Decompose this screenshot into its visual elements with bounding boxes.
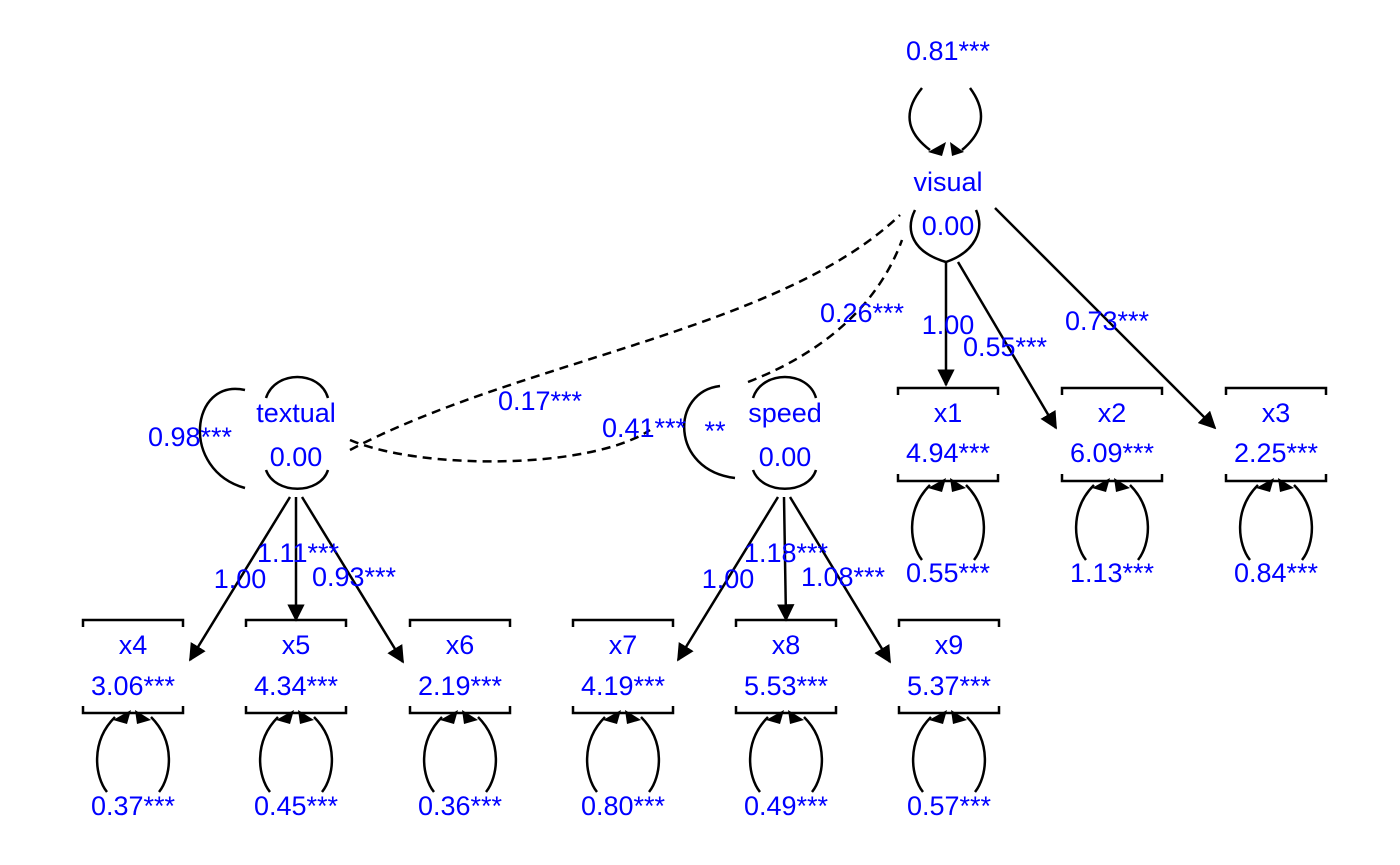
loading-textual-x4-label: 1.00 <box>214 564 267 594</box>
textual-variance-loop <box>198 387 246 490</box>
visual-variance-loop-left <box>908 87 931 151</box>
x1-residual-loop-right <box>965 484 986 561</box>
x9-intercept-label: 5.37*** <box>907 671 992 701</box>
speed-mean-label: 0.00 <box>759 442 812 472</box>
x2-name-label: x2 <box>1098 398 1127 428</box>
cov-textual-speed-line <box>349 428 651 463</box>
speed-circle-bottom-arc <box>751 469 818 490</box>
textual-circle-bottom-arc <box>264 469 330 490</box>
indicator-x5-box <box>244 618 348 715</box>
loading-visual-x3 <box>994 207 1217 430</box>
x3-intercept-label: 2.25*** <box>1234 438 1319 468</box>
residual-loops <box>95 478 1314 793</box>
x4-name-label: x4 <box>119 630 148 660</box>
x3-residual-label: 0.84*** <box>1234 558 1319 588</box>
textual-variance-label: 0.98*** <box>148 422 233 452</box>
loading-speed-x7-label: 1.00 <box>702 564 755 594</box>
x8-residual-label: 0.49*** <box>744 791 829 821</box>
visual-variance-loop-right <box>961 87 983 151</box>
indicator-x1-box <box>896 386 1000 483</box>
x8-intercept-label: 5.53*** <box>744 671 829 701</box>
textual-name-label: textual <box>256 398 336 428</box>
loading-textual-x4 <box>188 496 292 662</box>
loading-visual-x3-label: 0.73*** <box>1065 306 1150 336</box>
latent-speed <box>683 375 818 490</box>
speed-variance-loop <box>683 384 736 480</box>
indicator-x4-box <box>81 618 185 715</box>
x4-intercept-label: 3.06*** <box>91 671 176 701</box>
textual-circle-top-arc <box>264 375 330 399</box>
visual-loop-arrowhead <box>950 142 964 156</box>
cov-visual-textual-label: 0.26*** <box>820 298 905 328</box>
x2-intercept-label: 6.09*** <box>1070 438 1155 468</box>
x7-residual-label: 0.80*** <box>581 791 666 821</box>
visual-mean-label: 0.00 <box>922 211 975 241</box>
indicator-x9-box <box>897 618 1001 715</box>
loading-speed-x8 <box>776 496 795 622</box>
cov-textual-speed-label: 0.17*** <box>498 386 583 416</box>
speed-variance-label: 0.41*** <box>602 413 687 443</box>
x5-residual-label: 0.45*** <box>254 791 339 821</box>
x6-name-label: x6 <box>446 630 475 660</box>
x6-intercept-label: 2.19*** <box>418 671 503 701</box>
x2-residual-label: 1.13*** <box>1070 558 1155 588</box>
visual-variance-label: 0.81*** <box>906 36 991 66</box>
loading-visual-x1-label: 1.00 <box>922 310 975 340</box>
x8-name-label: x8 <box>772 630 801 660</box>
x7-intercept-label: 4.19*** <box>581 671 666 701</box>
loading-speed-x9 <box>788 496 892 664</box>
x9-residual-label: 0.57*** <box>907 791 992 821</box>
indicator-x7-box <box>571 618 675 715</box>
x5-name-label: x5 <box>282 630 311 660</box>
indicator-x6-box <box>408 618 512 715</box>
loading-speed-x9-label: 1.08*** <box>801 562 886 592</box>
loading-visual-x2-label: 0.55*** <box>963 332 1048 362</box>
cov-visual-speed-label: ** <box>704 416 726 446</box>
loading-textual-x6-label: 0.93*** <box>312 562 397 592</box>
x1-intercept-label: 4.94*** <box>906 438 991 468</box>
x1-name-label: x1 <box>934 398 963 428</box>
x5-intercept-label: 4.34*** <box>254 671 339 701</box>
x9-name-label: x9 <box>935 630 964 660</box>
cov-visual-textual-line <box>349 214 901 452</box>
indicator-x8-box <box>734 618 838 715</box>
x7-name-label: x7 <box>609 630 638 660</box>
speed-circle-top-arc <box>751 375 818 399</box>
speed-name-label: speed <box>748 398 822 428</box>
x1-residual-loop-left <box>910 484 931 561</box>
loading-speed-x7 <box>676 496 780 662</box>
cov-visual-speed-line <box>747 239 904 384</box>
indicator-x3-box <box>1224 386 1328 483</box>
x3-name-label: x3 <box>1262 398 1291 428</box>
visual-name-label: visual <box>913 167 982 197</box>
textual-mean-label: 0.00 <box>270 442 323 472</box>
latent-textual <box>198 375 330 490</box>
indicator-x2-box <box>1060 386 1164 483</box>
x1-residual-label: 0.55*** <box>906 558 991 588</box>
loading-textual-x5-label: 1.11*** <box>257 538 340 568</box>
loading-textual-x6 <box>300 496 405 664</box>
x4-residual-label: 0.37*** <box>91 791 176 821</box>
x6-residual-label: 0.36*** <box>418 791 503 821</box>
loading-speed-x8-label: 1.18*** <box>744 538 829 568</box>
loading-visual-x2 <box>956 261 1058 430</box>
visual-loop-arrowhead <box>928 142 946 156</box>
